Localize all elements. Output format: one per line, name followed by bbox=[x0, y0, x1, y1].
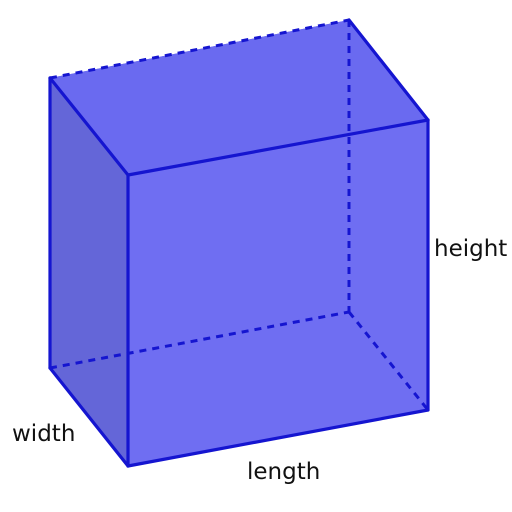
edge-front-top bbox=[126, 118, 430, 177]
left-face bbox=[50, 78, 128, 466]
length-label: length bbox=[247, 459, 320, 485]
hidden-edge-back-bottom bbox=[49, 310, 350, 370]
edge-top-left bbox=[48, 76, 130, 177]
edge-top-right bbox=[347, 18, 430, 122]
hidden-edge-back-top bbox=[49, 18, 350, 80]
front-face bbox=[128, 120, 428, 466]
hidden-edge-right-bottom bbox=[347, 311, 430, 411]
width-label: width bbox=[12, 421, 75, 447]
edge-bottom-left bbox=[48, 366, 130, 468]
height-label: height bbox=[434, 236, 507, 262]
edge-front-bottom bbox=[126, 408, 430, 468]
